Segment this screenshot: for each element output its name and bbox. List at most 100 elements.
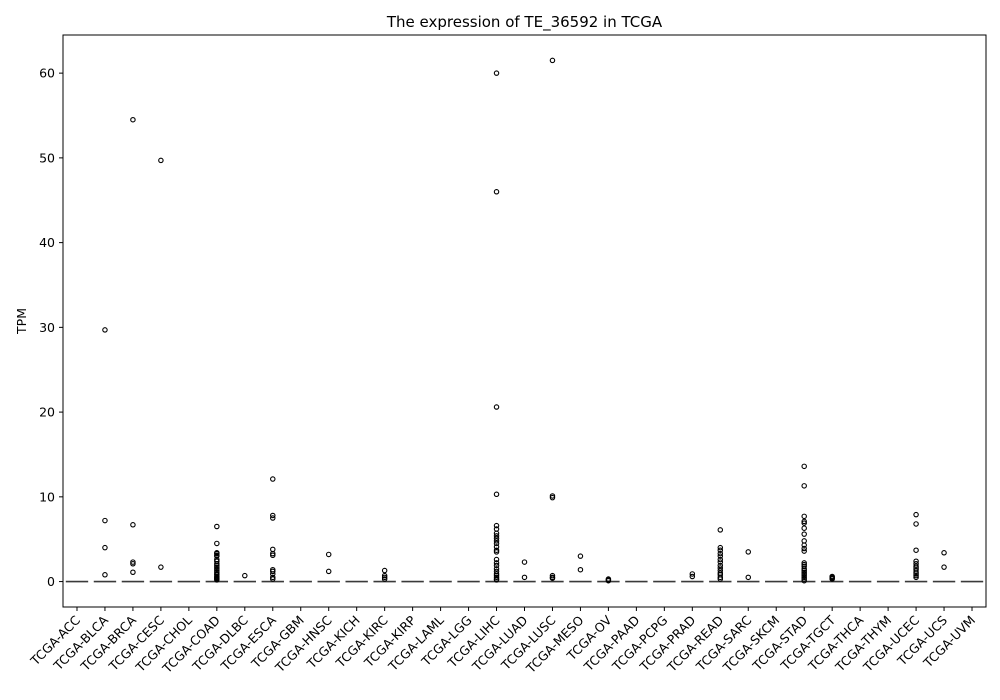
outlier-point [941,564,947,570]
outlier-point [493,566,500,572]
outlier-point [801,571,807,577]
x-axis: TCGA-ACCTCGA-BLCATCGA-BRCATCGA-CESCTCGA-… [27,607,978,677]
outlier-point [689,573,696,580]
outlier-point [102,517,108,524]
outlier-point [214,566,220,572]
outlier-point [801,513,807,520]
outlier-point [381,576,388,582]
y-tick-label: 60 [39,66,55,81]
outlier-point [913,511,919,518]
outlier-point [381,574,388,581]
outlier-point [549,575,556,581]
y-tick-label: 0 [47,574,55,589]
y-tick-label: 30 [39,320,55,335]
outlier-point [158,564,164,570]
chart-title: The expression of TE_36592 in TCGA [386,13,663,32]
outlier-point [717,576,724,582]
outlier-point [270,515,276,521]
outlier-point [270,574,276,581]
outlier-point [913,572,919,579]
outlier-point [214,562,220,569]
outlier-point [801,572,807,579]
outlier-point [717,553,724,559]
outlier-point [577,553,584,559]
outlier-point [493,549,500,555]
plot-marks [65,57,984,584]
outlier-point [493,189,500,195]
outlier-point [913,569,919,576]
outlier-point [381,567,388,574]
outlier-point [493,556,500,563]
y-axis: 0 10 20 30 40 50 60 [39,66,63,589]
outlier-point [717,565,724,571]
outlier-point [493,574,500,581]
outlier-point [913,547,919,553]
outlier-point [913,558,919,564]
outlier-point [270,512,276,519]
outlier-point [717,527,724,533]
outlier-point [801,463,807,470]
outlier-point [801,545,807,552]
outlier-point [102,327,108,333]
outlier-point [242,572,248,579]
outlier-point [270,576,276,582]
outlier-point [493,577,500,583]
outlier-point [801,577,807,584]
outlier-point [493,540,500,547]
y-tick-label: 50 [39,150,55,165]
outlier-point [801,569,807,576]
outlier-point [102,572,108,578]
outlier-point [493,560,500,566]
outlier-point [158,157,164,164]
outlier-point [214,540,220,547]
outlier-point [717,574,724,581]
outlier-point [270,552,276,559]
outlier-point [214,564,220,570]
outlier-point [717,556,724,563]
outlier-point [801,548,807,554]
outlier-point [913,521,919,527]
y-tick-label: 20 [39,405,55,420]
outlier-point [913,563,919,570]
plot-background [63,35,986,607]
outlier-point [493,70,500,76]
outlier-point [801,531,807,537]
outlier-point [325,551,332,558]
outlier-point [493,491,500,498]
outlier-point [717,547,724,553]
outlier-point [941,550,947,556]
outlier-point [214,550,220,557]
outlier-point [577,566,584,573]
outlier-point [493,571,500,577]
outlier-point [270,550,276,557]
outlier-point [493,404,500,410]
outlier-point [130,522,136,528]
outlier-point [325,568,332,575]
outlier-point [549,493,556,499]
outlier-point [493,530,500,537]
outlier-point [270,568,276,575]
outlier-point [801,542,807,548]
outlier-point [745,574,752,581]
outlier-point [493,544,500,550]
outlier-point [549,572,556,579]
outlier-point [102,544,108,551]
outlier-point [913,574,919,581]
outlier-point [717,562,724,569]
outlier-point [521,559,528,565]
outlier-point [829,576,835,582]
outlier-point [270,476,276,482]
y-axis-label: TPM [14,308,29,335]
outlier-point [801,576,807,582]
y-tick-label: 10 [39,489,55,504]
outlier-point [801,574,807,581]
outlier-point [493,533,500,539]
y-tick-label: 40 [39,235,55,250]
outlier-point [801,567,807,574]
outlier-point [801,518,807,525]
outlier-point [214,553,220,559]
outlier-point [801,483,807,489]
outlier-point [493,562,500,569]
outlier-point [130,569,136,576]
